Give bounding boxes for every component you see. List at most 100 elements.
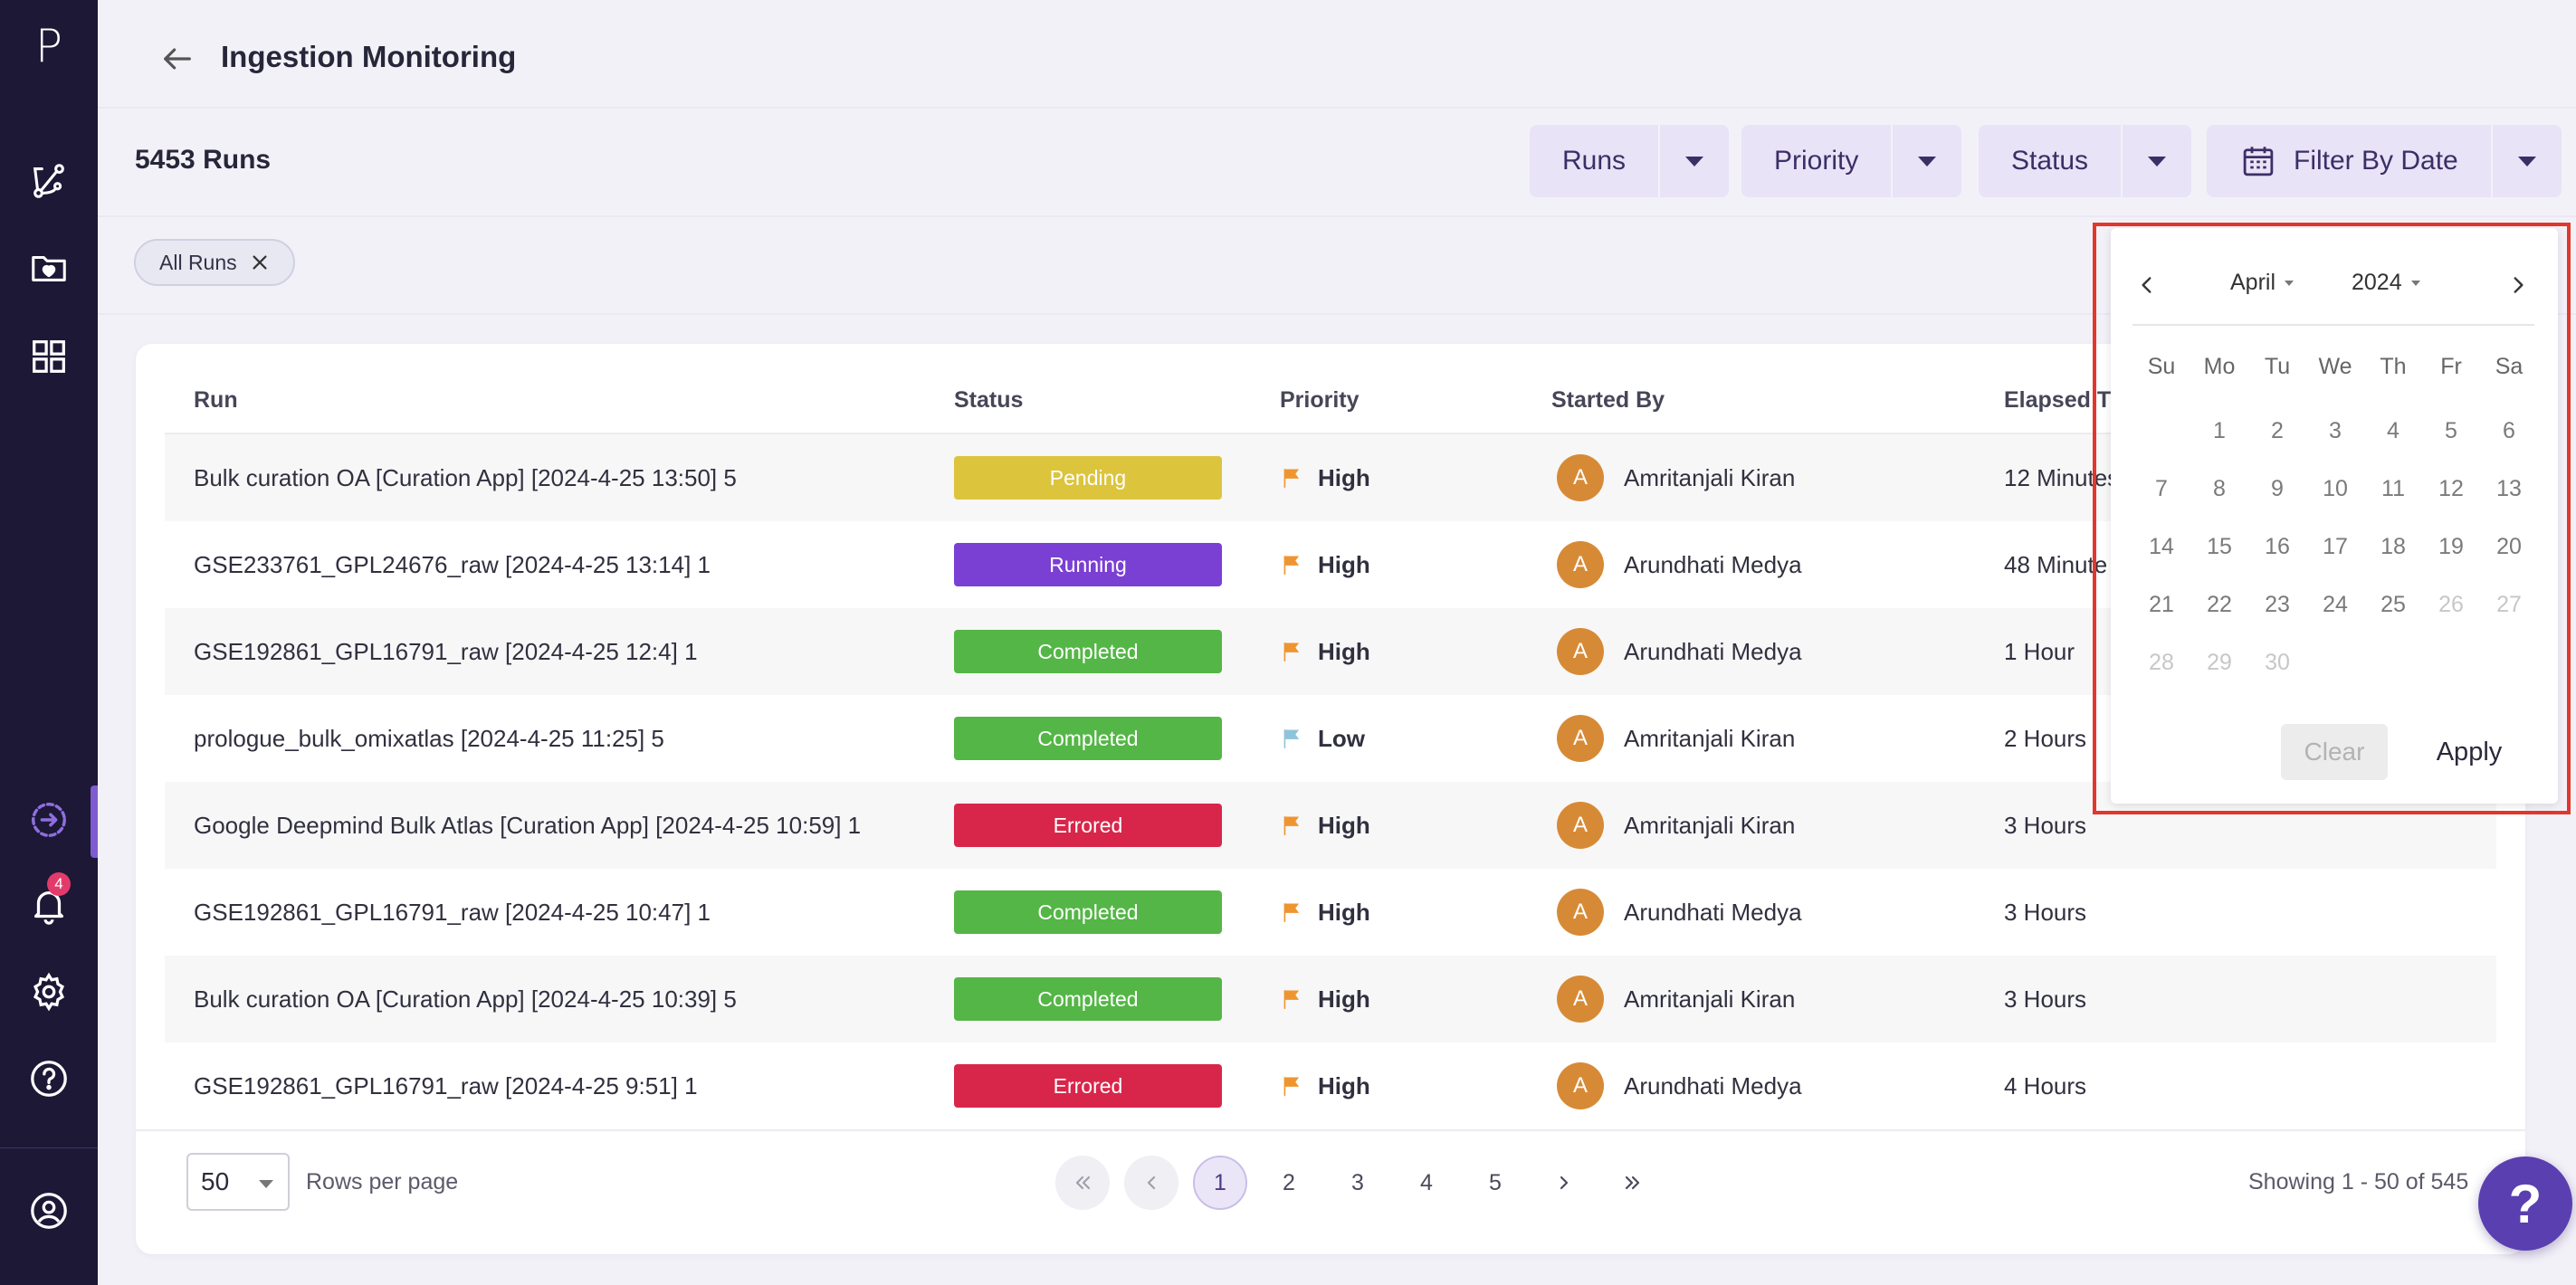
calendar-day[interactable]: 5 <box>2445 417 2457 443</box>
table-row[interactable]: GSE233761_GPL24676_raw [2024-4-25 13:14]… <box>165 521 2496 608</box>
calendar-day[interactable]: 25 <box>2380 591 2406 617</box>
month-select[interactable]: April <box>2230 270 2295 296</box>
calendar-day[interactable]: 22 <box>2207 591 2232 617</box>
column-header-run[interactable]: Run <box>194 387 238 413</box>
calendar-day[interactable]: 16 <box>2265 533 2290 559</box>
runs-filter-dropdown[interactable] <box>1660 125 1729 197</box>
priority-filter-button[interactable]: Priority <box>1741 125 1894 197</box>
calendar-day[interactable]: 10 <box>2323 475 2348 501</box>
page-button-4[interactable]: 4 <box>1420 1169 1433 1195</box>
run-name[interactable]: GSE192861_GPL16791_raw [2024-4-25 12:4] … <box>194 637 698 665</box>
table-row[interactable]: GSE192861_GPL16791_raw [2024-4-25 10:47]… <box>165 869 2496 956</box>
status-cell: Completed <box>954 608 1222 695</box>
run-name[interactable]: Google Deepmind Bulk Atlas [Curation App… <box>194 811 862 839</box>
run-name[interactable]: prologue_bulk_omixatlas [2024-4-25 11:25… <box>194 724 664 752</box>
folder-heart-icon[interactable] <box>16 235 81 300</box>
prev-page-button[interactable] <box>1124 1156 1178 1210</box>
table-row[interactable]: Bulk curation OA [Curation App] [2024-4-… <box>165 434 2496 521</box>
calendar-day[interactable]: 24 <box>2323 591 2348 617</box>
help-circle-icon[interactable] <box>16 1046 81 1111</box>
run-name[interactable]: Bulk curation OA [Curation App] [2024-4-… <box>194 985 737 1013</box>
calendar-day[interactable]: 8 <box>2213 475 2226 501</box>
calendar-day[interactable]: 11 <box>2381 475 2405 501</box>
column-header-priority[interactable]: Priority <box>1280 387 1360 413</box>
calendar-day[interactable]: 13 <box>2496 475 2522 501</box>
calendar-day[interactable]: 15 <box>2207 533 2232 559</box>
caret-down-icon <box>1918 156 1937 167</box>
calendar-day[interactable]: 12 <box>2438 475 2464 501</box>
calendar-day[interactable]: 21 <box>2149 591 2174 617</box>
table-row[interactable]: Google Deepmind Bulk Atlas [Curation App… <box>165 782 2496 869</box>
ingestion-icon[interactable] <box>16 787 81 852</box>
chevron-right-icon <box>2514 277 2524 293</box>
calendar-day[interactable]: 4 <box>2387 417 2399 443</box>
status-cell: Pending <box>954 434 1222 521</box>
priority-cell: High <box>1280 1042 1370 1129</box>
status-badge: Completed <box>954 630 1222 673</box>
table-row[interactable]: GSE192861_GPL16791_raw [2024-4-25 12:4] … <box>165 608 2496 695</box>
help-button[interactable]: ? <box>2478 1156 2572 1251</box>
page-button-2[interactable]: 2 <box>1283 1169 1295 1195</box>
status-filter-dropdown[interactable] <box>2123 125 2191 197</box>
status-cell: Completed <box>954 956 1222 1042</box>
first-page-button[interactable] <box>1055 1156 1110 1210</box>
page-button-1[interactable]: 1 <box>1193 1156 1247 1210</box>
weekday-label: Mo <box>2203 353 2236 379</box>
priority-cell: High <box>1280 608 1370 695</box>
weekday-label: Tu <box>2264 353 2291 379</box>
calendar-day[interactable]: 20 <box>2496 533 2522 559</box>
run-name[interactable]: GSE233761_GPL24676_raw [2024-4-25 13:14]… <box>194 550 711 578</box>
runs-filter-button[interactable]: Runs <box>1530 125 1661 197</box>
calendar-day[interactable]: 17 <box>2323 533 2348 559</box>
workflow-icon[interactable] <box>16 148 81 214</box>
calendar-day[interactable]: 2 <box>2271 417 2284 443</box>
chip-label: All Runs <box>159 250 237 274</box>
app-logo[interactable]: P <box>34 20 63 72</box>
priority-filter-dropdown[interactable] <box>1893 125 1961 197</box>
year-select[interactable]: 2024 <box>2352 270 2420 296</box>
calendar-day[interactable]: 14 <box>2149 533 2174 559</box>
flag-icon <box>1283 816 1300 835</box>
sidebar: P 4 <box>0 0 98 1285</box>
calendar-day[interactable]: 3 <box>2329 417 2342 443</box>
status-filter-button[interactable]: Status <box>1979 125 2123 197</box>
page-button-3[interactable]: 3 <box>1351 1169 1364 1195</box>
next-page-button[interactable] <box>1537 1156 1591 1210</box>
apply-button[interactable]: Apply <box>2436 737 2503 766</box>
page-button-5[interactable]: 5 <box>1489 1169 1502 1195</box>
date-filter-button[interactable]: Filter By Date <box>2207 125 2493 197</box>
started-by-cell: A Arundhati Medya <box>1557 1042 1802 1129</box>
grid-icon[interactable] <box>16 324 81 389</box>
calendar-day[interactable]: 7 <box>2155 475 2168 501</box>
table-row[interactable]: GSE192861_GPL16791_raw [2024-4-25 9:51] … <box>165 1042 2496 1129</box>
calendar-day[interactable]: 6 <box>2503 417 2515 443</box>
run-name[interactable]: Bulk curation OA [Curation App] [2024-4-… <box>194 463 737 491</box>
chevron-left-icon <box>1147 1176 1156 1190</box>
calendar-day[interactable]: 19 <box>2438 533 2464 559</box>
user-circle-icon[interactable] <box>16 1178 81 1243</box>
run-name[interactable]: GSE192861_GPL16791_raw [2024-4-25 9:51] … <box>194 1071 698 1099</box>
column-header-status[interactable]: Status <box>954 387 1024 413</box>
gear-icon[interactable] <box>16 959 81 1024</box>
clear-button[interactable]: Clear <box>2281 724 2388 780</box>
column-header-started-by[interactable]: Started By <box>1551 387 1665 413</box>
rows-per-page-select[interactable]: 50 <box>186 1153 290 1211</box>
back-button[interactable] <box>150 36 205 81</box>
calendar-day[interactable]: 23 <box>2265 591 2290 617</box>
all-runs-chip[interactable]: All Runs <box>134 239 295 286</box>
next-month-button[interactable] <box>2500 262 2536 308</box>
status-cell: Errored <box>954 782 1222 869</box>
calendar-day[interactable]: 18 <box>2380 533 2406 559</box>
table-row[interactable]: Bulk curation OA [Curation App] [2024-4-… <box>165 956 2496 1042</box>
prev-month-button[interactable] <box>2129 262 2165 308</box>
date-filter-dropdown[interactable] <box>2493 125 2562 197</box>
run-name[interactable]: GSE192861_GPL16791_raw [2024-4-25 10:47]… <box>194 898 711 926</box>
last-page-button[interactable] <box>1606 1156 1660 1210</box>
calendar-day[interactable]: 1 <box>2213 417 2226 443</box>
weekday-label: We <box>2318 353 2352 379</box>
avatar: A <box>1557 541 1604 588</box>
notification-badge: 4 <box>47 872 71 896</box>
close-icon[interactable] <box>250 252 270 272</box>
calendar-day[interactable]: 9 <box>2271 475 2284 501</box>
table-row[interactable]: prologue_bulk_omixatlas [2024-4-25 11:25… <box>165 695 2496 782</box>
